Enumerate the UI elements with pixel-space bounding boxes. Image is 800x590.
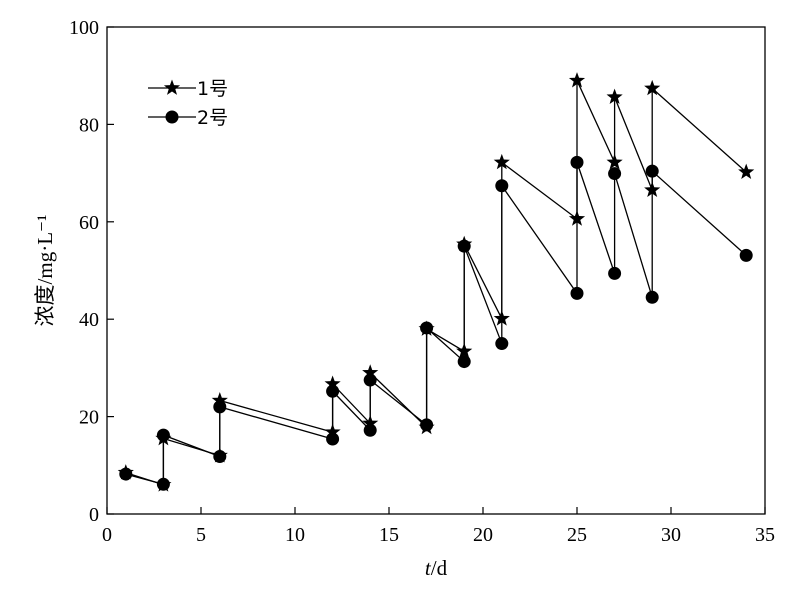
data-point — [606, 88, 623, 104]
data-point — [119, 467, 133, 481]
data-point — [213, 450, 227, 464]
x-tick-label: 10 — [285, 524, 305, 546]
y-tick-label: 40 — [79, 309, 99, 331]
data-point — [363, 373, 377, 387]
data-point — [645, 164, 659, 178]
data-point — [570, 286, 584, 300]
data-point — [645, 290, 659, 304]
data-point — [324, 375, 341, 391]
data-point — [457, 239, 471, 253]
data-point — [420, 418, 434, 432]
x-tick-label: 0 — [102, 524, 112, 546]
data-point — [608, 167, 622, 181]
legend-item: 1号 — [148, 78, 228, 100]
series-1 — [117, 72, 755, 492]
legend-item: 2号 — [148, 107, 228, 129]
data-point — [570, 155, 584, 169]
x-tick-label: 35 — [755, 524, 775, 546]
y-tick-label: 100 — [69, 17, 99, 39]
data-point — [363, 423, 377, 437]
legend-label: 2号 — [197, 107, 228, 129]
data-point — [495, 179, 509, 193]
series-line — [125, 162, 747, 486]
data-point — [495, 337, 509, 351]
x-axis-label: t/d — [425, 556, 448, 580]
data-point — [420, 321, 434, 335]
x-tick-label: 15 — [379, 524, 399, 546]
series-2 — [119, 155, 753, 491]
y-tick-label: 0 — [89, 504, 99, 526]
legend-marker — [165, 110, 179, 124]
legend-marker — [163, 79, 181, 95]
x-tick-label: 20 — [473, 524, 493, 546]
y-axis-label: 浓度/mg·L⁻¹ — [33, 215, 57, 327]
data-point — [606, 153, 623, 170]
data-point — [568, 72, 586, 88]
data-point — [326, 384, 340, 398]
y-tick-label: 80 — [79, 114, 99, 136]
data-point — [362, 364, 379, 380]
data-point — [156, 477, 170, 491]
y-tick-label: 60 — [79, 212, 99, 234]
data-point — [211, 392, 228, 408]
data-point — [493, 153, 510, 170]
data-point — [608, 266, 622, 280]
x-axis-label-unit: /d — [431, 556, 448, 580]
data-point — [326, 432, 340, 446]
x-tick-label: 5 — [196, 524, 206, 546]
x-tick-label: 30 — [661, 524, 681, 546]
data-point — [739, 248, 753, 262]
data-point — [644, 79, 661, 96]
series-line — [125, 80, 747, 486]
x-axis-label-var: t — [425, 556, 432, 580]
plot-frame — [106, 26, 766, 515]
legend-label: 1号 — [197, 78, 228, 100]
data-point — [457, 355, 471, 369]
x-tick-label: 25 — [567, 524, 587, 546]
data-point — [213, 400, 227, 414]
data-point — [156, 428, 170, 442]
data-point — [738, 163, 755, 179]
y-tick-label: 20 — [79, 407, 99, 429]
